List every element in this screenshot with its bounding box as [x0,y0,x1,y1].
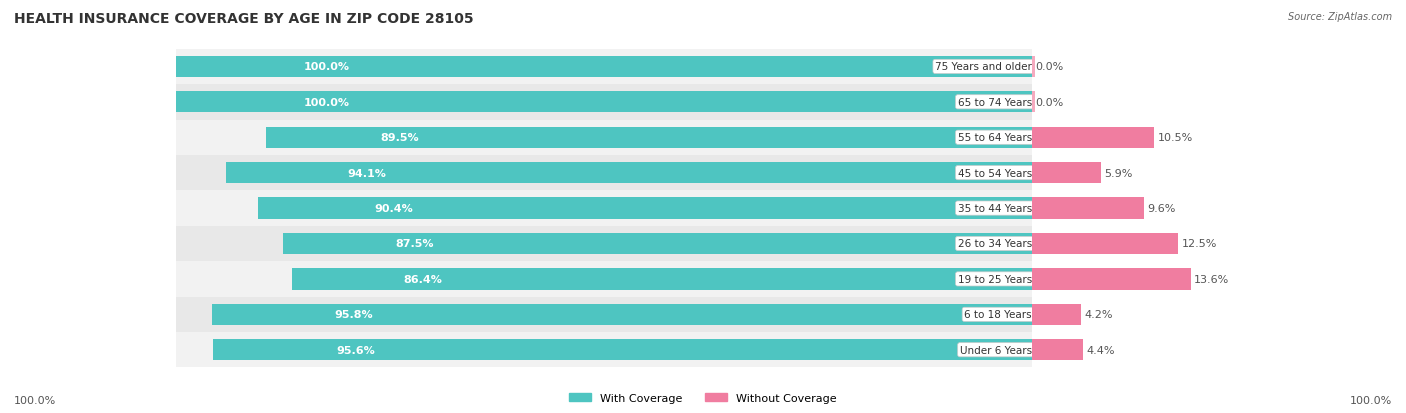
Text: HEALTH INSURANCE COVERAGE BY AGE IN ZIP CODE 28105: HEALTH INSURANCE COVERAGE BY AGE IN ZIP … [14,12,474,26]
Bar [0,191,1032,226]
Bar [257,198,1032,219]
Bar [0,120,1032,156]
Bar [0,226,1032,261]
Bar [0,156,1032,191]
Text: 45 to 54 Years: 45 to 54 Years [957,168,1032,178]
Text: 65 to 74 Years: 65 to 74 Years [957,97,1032,107]
Bar [1032,233,1178,254]
Text: 19 to 25 Years: 19 to 25 Years [957,274,1032,284]
Bar [1032,268,1191,290]
Text: 4.4%: 4.4% [1087,345,1115,355]
Bar [0,332,1032,368]
Text: 87.5%: 87.5% [395,239,433,249]
Bar [0,50,1032,85]
Bar [0,191,1032,226]
Bar [176,92,1032,113]
Bar [0,297,1032,332]
Bar [1032,339,1083,361]
Text: 12.5%: 12.5% [1181,239,1216,249]
Bar [214,339,1032,361]
Text: 90.4%: 90.4% [374,204,413,214]
Text: 100.0%: 100.0% [1350,395,1392,405]
Text: 13.6%: 13.6% [1194,274,1229,284]
Bar [0,332,1032,368]
Bar [0,297,1032,332]
Text: 94.1%: 94.1% [347,168,387,178]
Text: 0.0%: 0.0% [1035,62,1064,72]
Text: 55 to 64 Years: 55 to 64 Years [957,133,1032,143]
Text: 9.6%: 9.6% [1147,204,1175,214]
Bar [1032,304,1081,325]
Text: 6 to 18 Years: 6 to 18 Years [965,310,1032,320]
Bar [1032,198,1144,219]
Text: 26 to 34 Years: 26 to 34 Years [957,239,1032,249]
Bar [1032,57,1035,78]
Bar [0,226,1032,261]
Text: 4.2%: 4.2% [1084,310,1114,320]
Text: 5.9%: 5.9% [1104,168,1133,178]
Bar [0,261,1032,297]
Bar [212,304,1032,325]
Bar [283,233,1032,254]
Text: 100.0%: 100.0% [304,62,350,72]
Text: 75 Years and older: 75 Years and older [935,62,1032,72]
Bar [0,120,1032,156]
Text: 89.5%: 89.5% [381,133,419,143]
Bar [292,268,1032,290]
Bar [176,57,1032,78]
Text: 95.6%: 95.6% [336,345,375,355]
Legend: With Coverage, Without Coverage: With Coverage, Without Coverage [565,389,841,408]
Text: 86.4%: 86.4% [404,274,441,284]
Bar [226,163,1032,184]
Text: 100.0%: 100.0% [14,395,56,405]
Bar [0,85,1032,120]
Bar [0,156,1032,191]
Text: 95.8%: 95.8% [335,310,374,320]
Text: 100.0%: 100.0% [304,97,350,107]
Text: 35 to 44 Years: 35 to 44 Years [957,204,1032,214]
Text: Under 6 Years: Under 6 Years [960,345,1032,355]
Bar [1032,127,1154,149]
Bar [1032,92,1035,113]
Text: 0.0%: 0.0% [1035,97,1064,107]
Text: Source: ZipAtlas.com: Source: ZipAtlas.com [1288,12,1392,22]
Bar [0,85,1032,120]
Bar [1032,163,1101,184]
Bar [0,50,1032,85]
Bar [266,127,1032,149]
Text: 10.5%: 10.5% [1159,133,1194,143]
Bar [0,261,1032,297]
